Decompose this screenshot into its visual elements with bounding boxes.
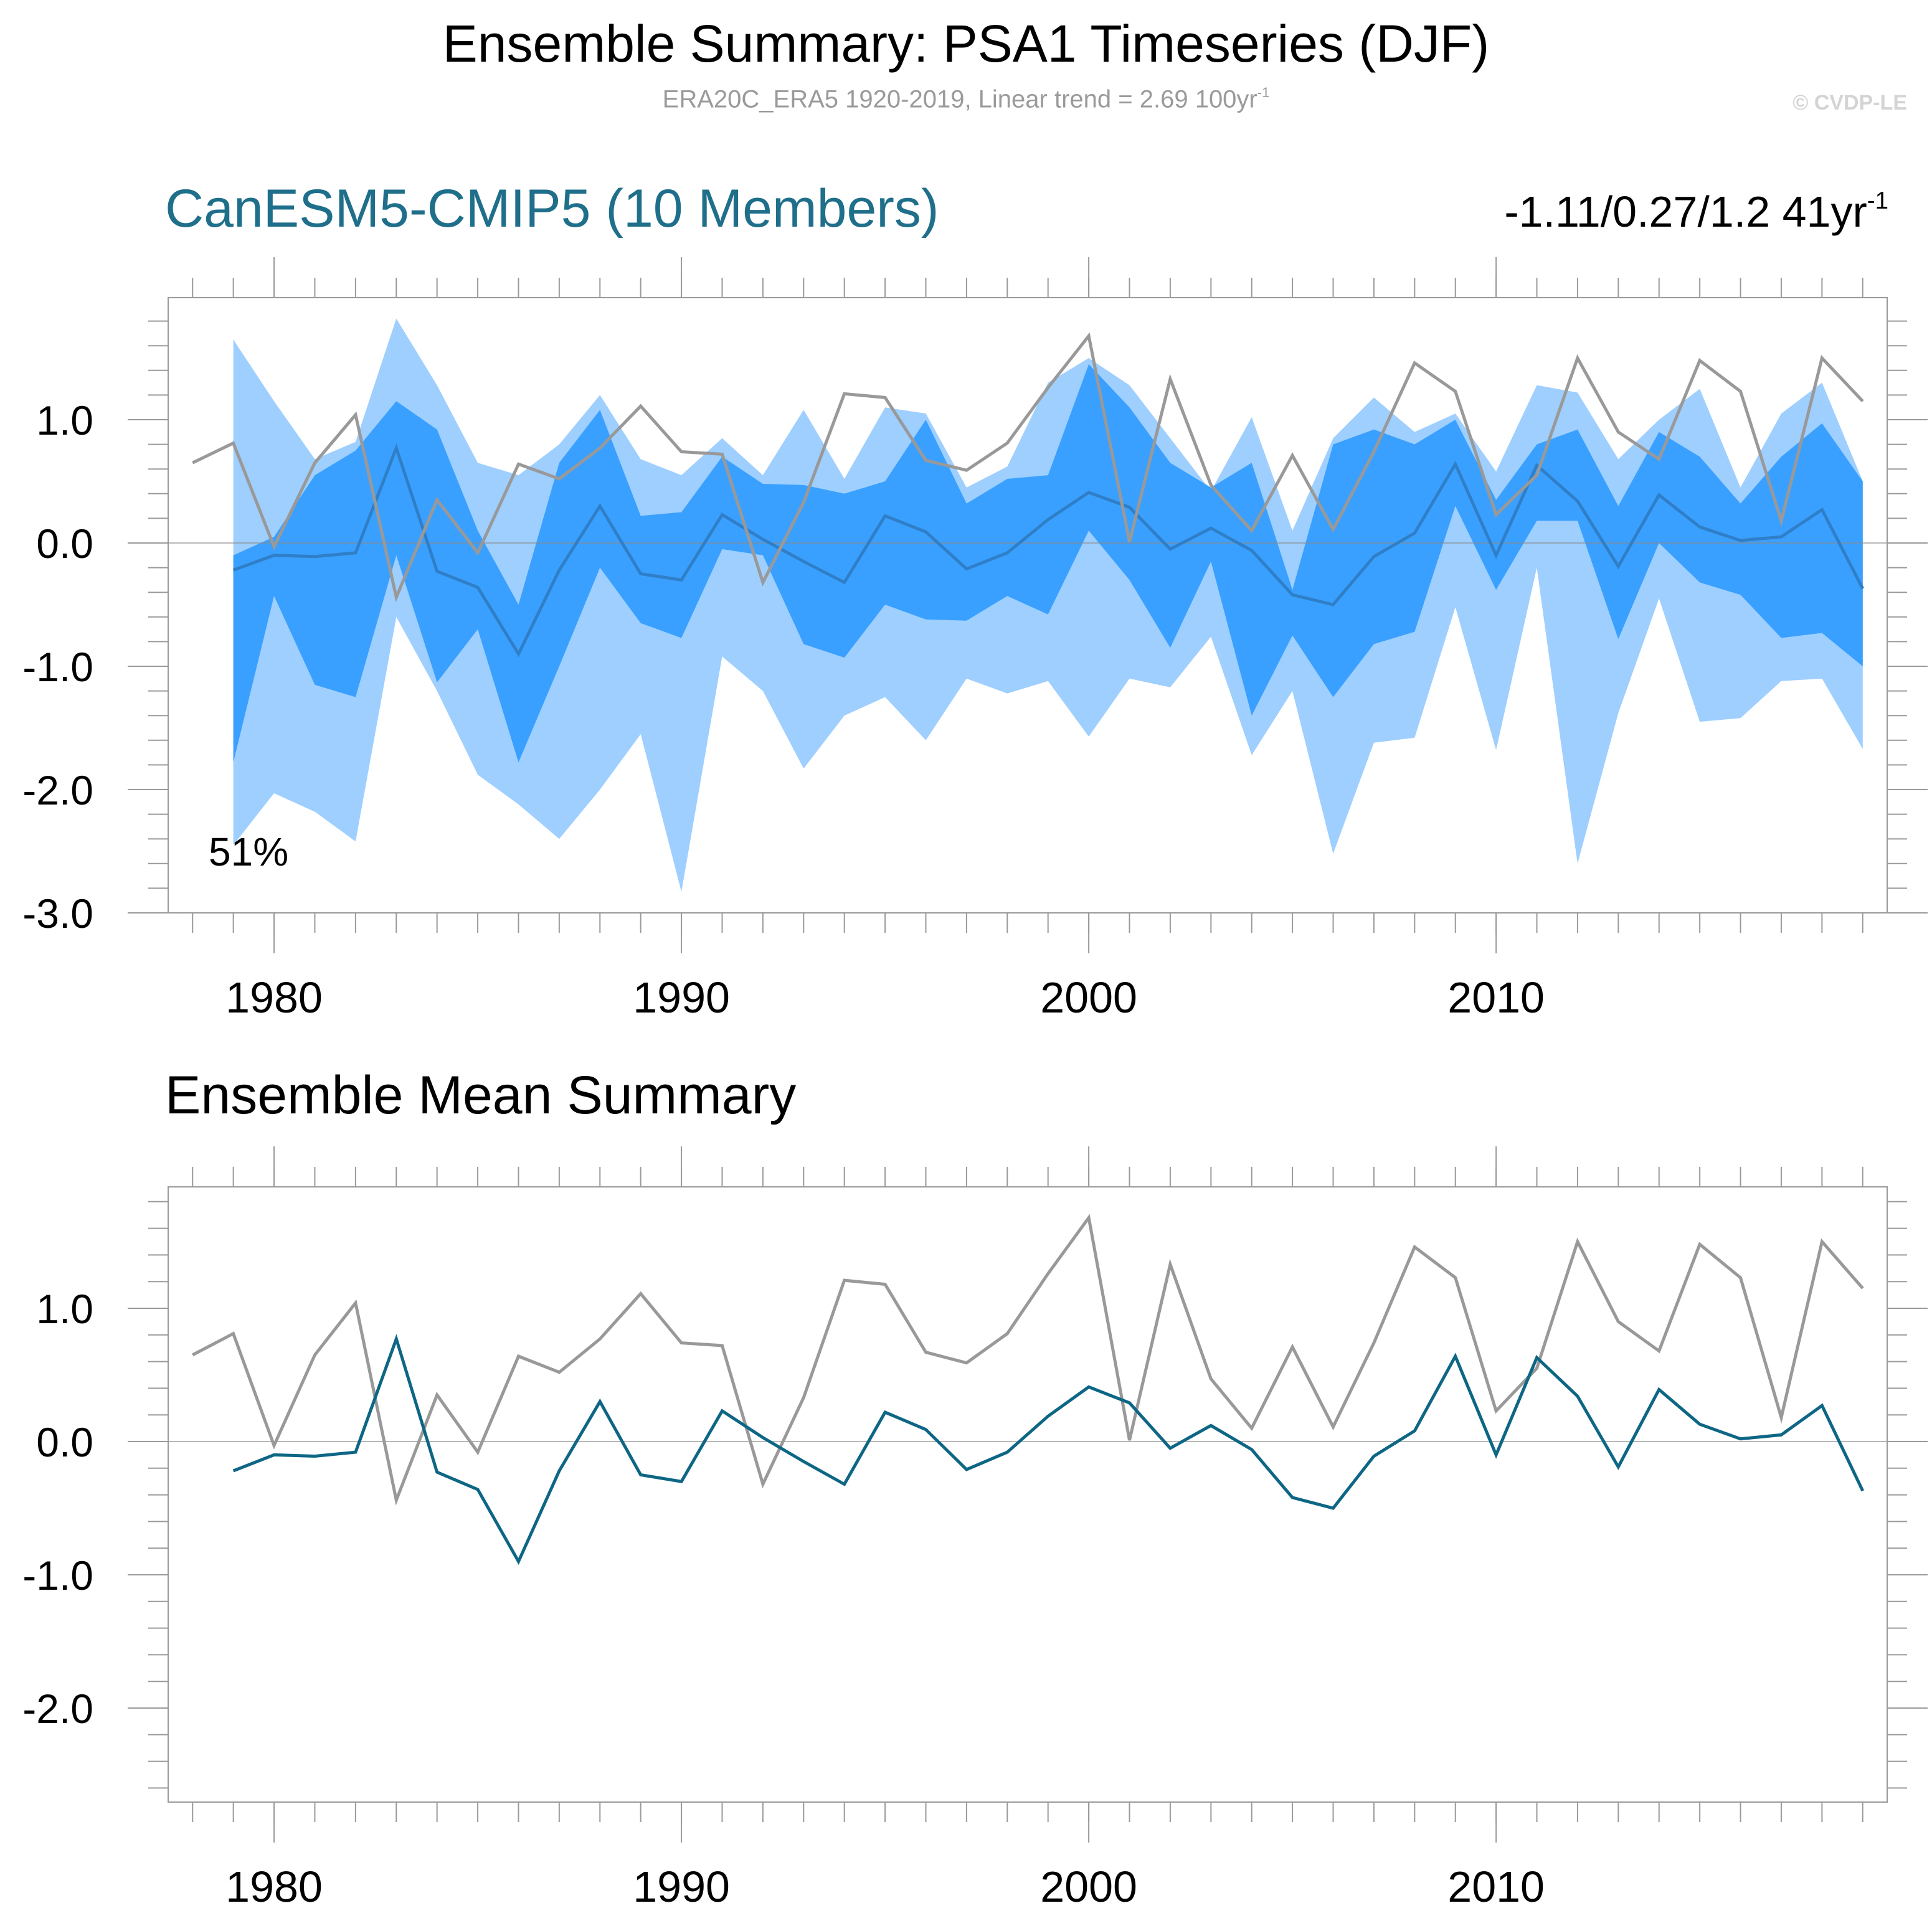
panel1-x-tick-label: 2010 <box>1447 973 1545 1022</box>
panel1-y-tick-label: -1.0 <box>22 644 93 690</box>
panel2-y-tick-label: 1.0 <box>36 1286 93 1332</box>
panel2-x-tick-label: 1990 <box>633 1862 730 1911</box>
percent-label: 51% <box>209 829 288 874</box>
panel2-x-tick-label: 2010 <box>1447 1862 1545 1911</box>
panel1-y-tick-label: 0.0 <box>36 521 93 567</box>
panel2-x-tick-label: 2000 <box>1040 1862 1137 1911</box>
subtitle-text: ERA20C_ERA5 1920-2019, Linear trend = 2.… <box>662 85 1257 113</box>
panel1-x-tick-label: 2000 <box>1040 973 1137 1022</box>
panel1-y-tick-label: -2.0 <box>22 767 93 813</box>
panel2-title: Ensemble Mean Summary <box>165 1065 797 1125</box>
subtitle: ERA20C_ERA5 1920-2019, Linear trend = 2.… <box>0 85 1932 114</box>
trend-summary-text: -1.11/0.27/1.2 41yr <box>1504 187 1867 236</box>
observations-line <box>192 332 1864 603</box>
panel2-ensemble-mean-line <box>232 1334 1865 1565</box>
subtitle-exponent: -1 <box>1257 85 1270 100</box>
panel2-y-tick-label: -2.0 <box>22 1686 93 1732</box>
copyright-watermark: © CVDP-LE <box>1792 91 1907 115</box>
panel2-y-tick-label: -1.0 <box>22 1552 93 1598</box>
ensemble-mean-line <box>232 443 1865 658</box>
trend-summary: -1.11/0.27/1.2 41yr-1 <box>1504 187 1888 237</box>
panel2-plot-frame <box>168 1186 1888 1803</box>
panel1-plot-frame <box>168 297 1888 913</box>
trend-summary-exponent: -1 <box>1867 187 1888 215</box>
panel2-observations-line <box>192 1214 1864 1506</box>
panel1-x-tick-label: 1990 <box>633 973 730 1022</box>
panel1-y-tick-label: -3.0 <box>22 890 93 937</box>
page-title: Ensemble Summary: PSA1 Timeseries (DJF) <box>442 14 1490 73</box>
panel2-x-tick-label: 1980 <box>225 1862 323 1911</box>
panel1-y-tick-label: 1.0 <box>36 397 93 443</box>
panel1-x-tick-label: 1980 <box>225 973 323 1022</box>
panel1-title: CanESM5-CMIP5 (10 Members) <box>165 179 939 238</box>
panel2-y-tick-label: 0.0 <box>36 1419 93 1465</box>
